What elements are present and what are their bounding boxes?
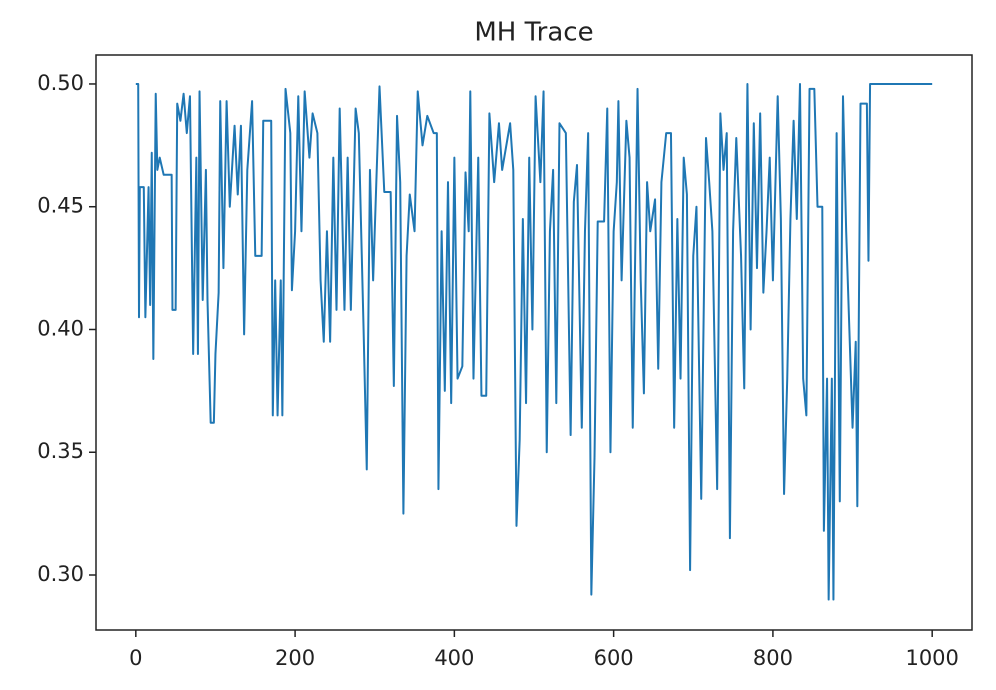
x-tick-label: 400 bbox=[434, 646, 474, 670]
y-tick-label: 0.50 bbox=[37, 71, 84, 95]
x-tick-label: 1000 bbox=[905, 646, 958, 670]
y-tick-label: 0.35 bbox=[37, 439, 84, 463]
chart-title: MH Trace bbox=[474, 18, 593, 48]
x-tick-label: 200 bbox=[275, 646, 315, 670]
y-tick-label: 0.30 bbox=[37, 562, 84, 586]
trace-line bbox=[135, 82, 933, 601]
x-tick-label: 0 bbox=[129, 646, 142, 670]
x-tick-label: 600 bbox=[594, 646, 634, 670]
plot-frame bbox=[95, 54, 973, 631]
y-tick-label: 0.45 bbox=[37, 194, 84, 218]
y-tick-label: 0.40 bbox=[37, 316, 84, 340]
x-tick-label: 800 bbox=[753, 646, 793, 670]
